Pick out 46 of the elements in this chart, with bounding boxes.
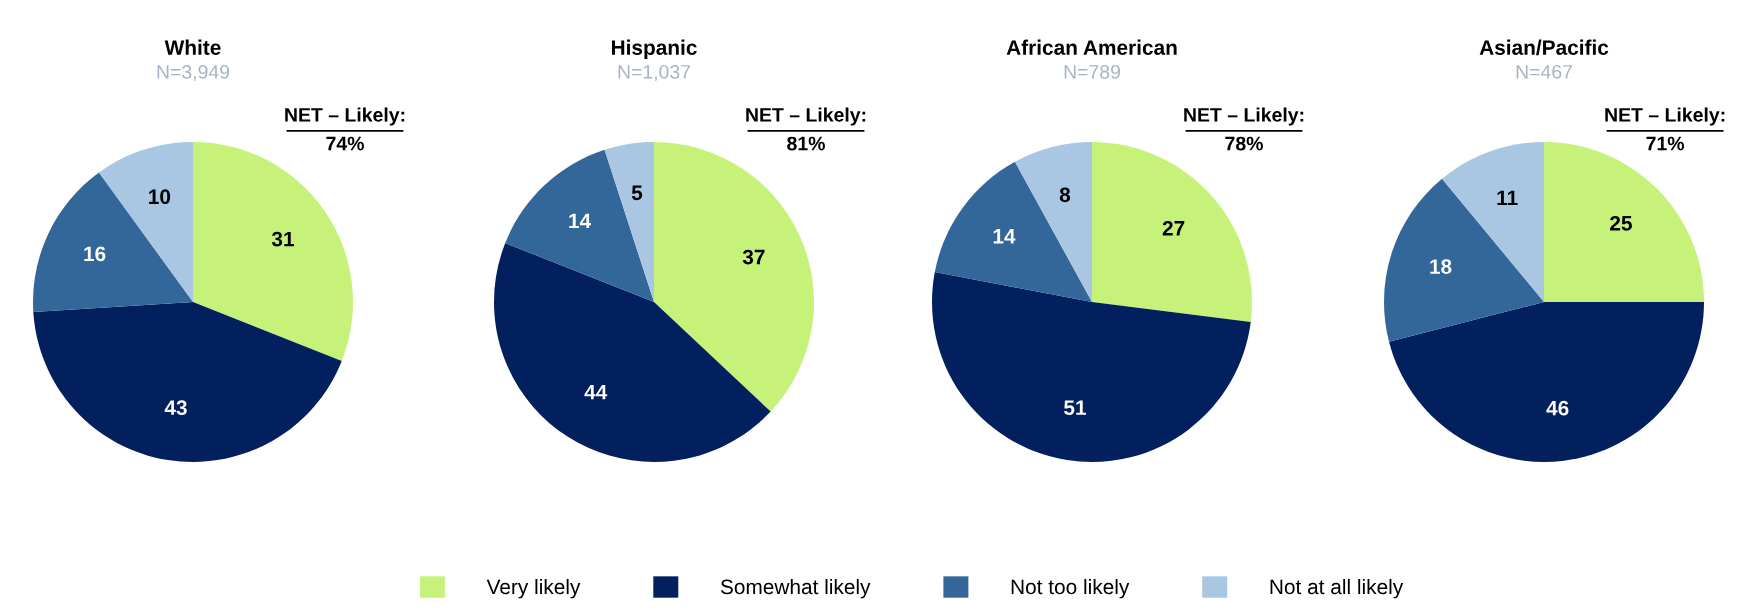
text: 81%	[787, 136, 825, 151]
text: 71%	[1646, 136, 1685, 151]
legend-label: Not too likely	[1011, 578, 1130, 599]
data-label: 14	[993, 229, 1016, 244]
text: 78%	[1225, 136, 1263, 151]
chart-subtitle: N=1,037	[618, 64, 691, 82]
pie-slice	[1389, 302, 1704, 462]
chart-subtitle: N=3,949	[157, 64, 230, 82]
text: NET – Likely:	[285, 107, 405, 126]
data-label: 5	[631, 185, 643, 201]
data-label: 37	[742, 249, 765, 265]
chart-subtitle: N=789	[1064, 64, 1120, 79]
text: NET – Likely:	[746, 107, 866, 126]
data-label: 8	[1059, 187, 1071, 203]
pie-slice	[505, 149, 654, 302]
pie-slice	[604, 142, 654, 302]
data-label: 10	[149, 189, 171, 205]
pie-slice	[494, 243, 771, 462]
chart-title: Hispanic	[611, 39, 697, 60]
pie-slice	[932, 272, 1251, 462]
data-label: 46	[1546, 400, 1569, 416]
data-label: 44	[584, 384, 608, 400]
text: NET – Likely:	[1605, 107, 1725, 126]
chart-title: White	[164, 39, 221, 55]
chart-subtitle: N=467	[1516, 64, 1572, 79]
data-label: 43	[164, 400, 187, 416]
data-label: 14	[569, 213, 591, 229]
pie-slice	[33, 302, 342, 462]
data-label: 31	[271, 231, 294, 247]
legend-label: Somewhat likely	[720, 578, 871, 599]
data-label: 18	[1430, 259, 1452, 274]
data-label: 11	[1497, 190, 1518, 206]
text: 74%	[326, 136, 364, 151]
pie-slice	[33, 172, 193, 313]
text: NET – Likely:	[1184, 107, 1304, 126]
chart-title: African American	[1006, 39, 1177, 55]
data-label: 16	[84, 246, 106, 262]
pie-slice	[1014, 142, 1092, 302]
legend-label: Not at all likely	[1270, 578, 1404, 599]
chart-title: Asian/Pacific	[1479, 39, 1609, 56]
pie-slice	[934, 161, 1092, 302]
data-label: 25	[1610, 215, 1632, 231]
data-label: 27	[1162, 220, 1185, 236]
data-label: 51	[1064, 400, 1086, 416]
pie-slice	[1384, 178, 1544, 342]
legend-label: Very likely	[486, 578, 581, 599]
